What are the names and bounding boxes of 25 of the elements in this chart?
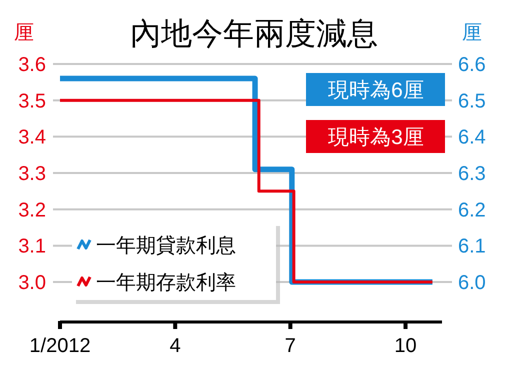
y-tick-label: 3.0 — [18, 272, 46, 294]
y2-tick-label: 6.1 — [458, 236, 486, 258]
annotation: 現時為3厘 — [328, 126, 424, 149]
y-tick-label: 3.4 — [18, 126, 46, 149]
y2-tick-label: 6.4 — [458, 126, 486, 149]
y2-tick-label: 6.5 — [458, 90, 486, 112]
y2-tick-label: 6.3 — [458, 163, 486, 186]
legend-label: 一年期存款利率 — [96, 272, 236, 294]
x-tick-label: 1/2012 — [29, 335, 91, 357]
x-tick-label: 10 — [394, 335, 417, 357]
y2-tick-label: 6.0 — [458, 272, 486, 294]
y-tick-label: 3.1 — [18, 236, 46, 258]
ylabel: 厘 — [14, 22, 34, 44]
y2label: 厘 — [462, 22, 482, 44]
y-tick-label: 3.2 — [18, 199, 46, 222]
y2-tick-label: 6.2 — [458, 199, 486, 222]
legend-label: 一年期貸款利息 — [96, 235, 236, 257]
y-tick-label: 3.6 — [18, 54, 46, 76]
y2-tick-label: 6.6 — [458, 54, 486, 76]
y-tick-label: 3.3 — [18, 163, 46, 186]
x-tick-label: 4 — [170, 335, 181, 357]
x-tick-label: 7 — [284, 335, 296, 357]
annotation: 現時為6厘 — [328, 79, 424, 102]
title: 內地今年兩度減息 — [130, 16, 378, 51]
y-tick-label: 3.5 — [18, 90, 46, 112]
